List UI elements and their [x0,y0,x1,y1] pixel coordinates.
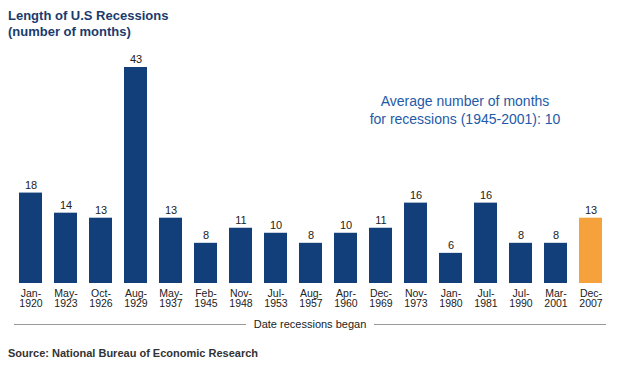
svg-text:Apr-1960: Apr-1960 [334,287,358,310]
svg-text:Jul-1990: Jul-1990 [509,287,533,310]
svg-text:8: 8 [203,229,209,241]
svg-text:8: 8 [518,229,524,241]
svg-text:Jul-1981: Jul-1981 [474,287,498,310]
svg-text:Nov-1948: Nov-1948 [229,287,253,310]
svg-text:Dec-1969: Dec-1969 [369,287,393,310]
svg-text:13: 13 [165,204,177,216]
svg-text:May-1937: May-1937 [159,287,183,310]
svg-text:Oct-1926: Oct-1926 [89,287,113,310]
svg-text:13: 13 [585,204,597,216]
html-text:for recessions (1945-2001): 10: for recessions (1945-2001): 10 [369,111,561,127]
svg-text:11: 11 [375,214,386,226]
svg-text:10: 10 [270,219,282,231]
svg-text:Nov-1973: Nov-1973 [404,287,428,310]
svg-text:Jan-1920: Jan-1920 [19,287,43,310]
svg-text:Aug-1929: Aug-1929 [124,287,148,310]
svg-text:Dec-2007: Dec-2007 [579,287,603,310]
svg-text:Jul-1953: Jul-1953 [264,287,288,310]
svg-text:43: 43 [130,53,142,65]
svg-text:6: 6 [448,239,454,251]
html-text:Date recessions began: Date recessions began [253,318,367,330]
html-text:Average number of months: Average number of months [380,93,550,109]
svg-text:8: 8 [308,229,314,241]
svg-text:Aug-1957: Aug-1957 [299,287,323,310]
html-text:Source: National Bureau of Eco: Source: National Bureau of Economic Rese… [8,347,258,359]
svg-text:14: 14 [60,199,72,211]
html-text:(number of months): (number of months) [8,24,131,39]
svg-text:11: 11 [235,214,246,226]
svg-text:Jan-1980: Jan-1980 [439,287,463,310]
svg-text:Feb-1945: Feb-1945 [194,287,218,310]
svg-text:Mar-2001: Mar-2001 [544,287,568,310]
svg-text:10: 10 [340,219,352,231]
html-text:Length of U.S Recessions: Length of U.S Recessions [8,8,169,23]
svg-text:13: 13 [95,204,107,216]
svg-text:16: 16 [410,189,422,201]
svg-text:8: 8 [553,229,559,241]
svg-text:16: 16 [480,189,492,201]
svg-text:18: 18 [25,179,37,191]
svg-text:May-1923: May-1923 [54,287,78,310]
